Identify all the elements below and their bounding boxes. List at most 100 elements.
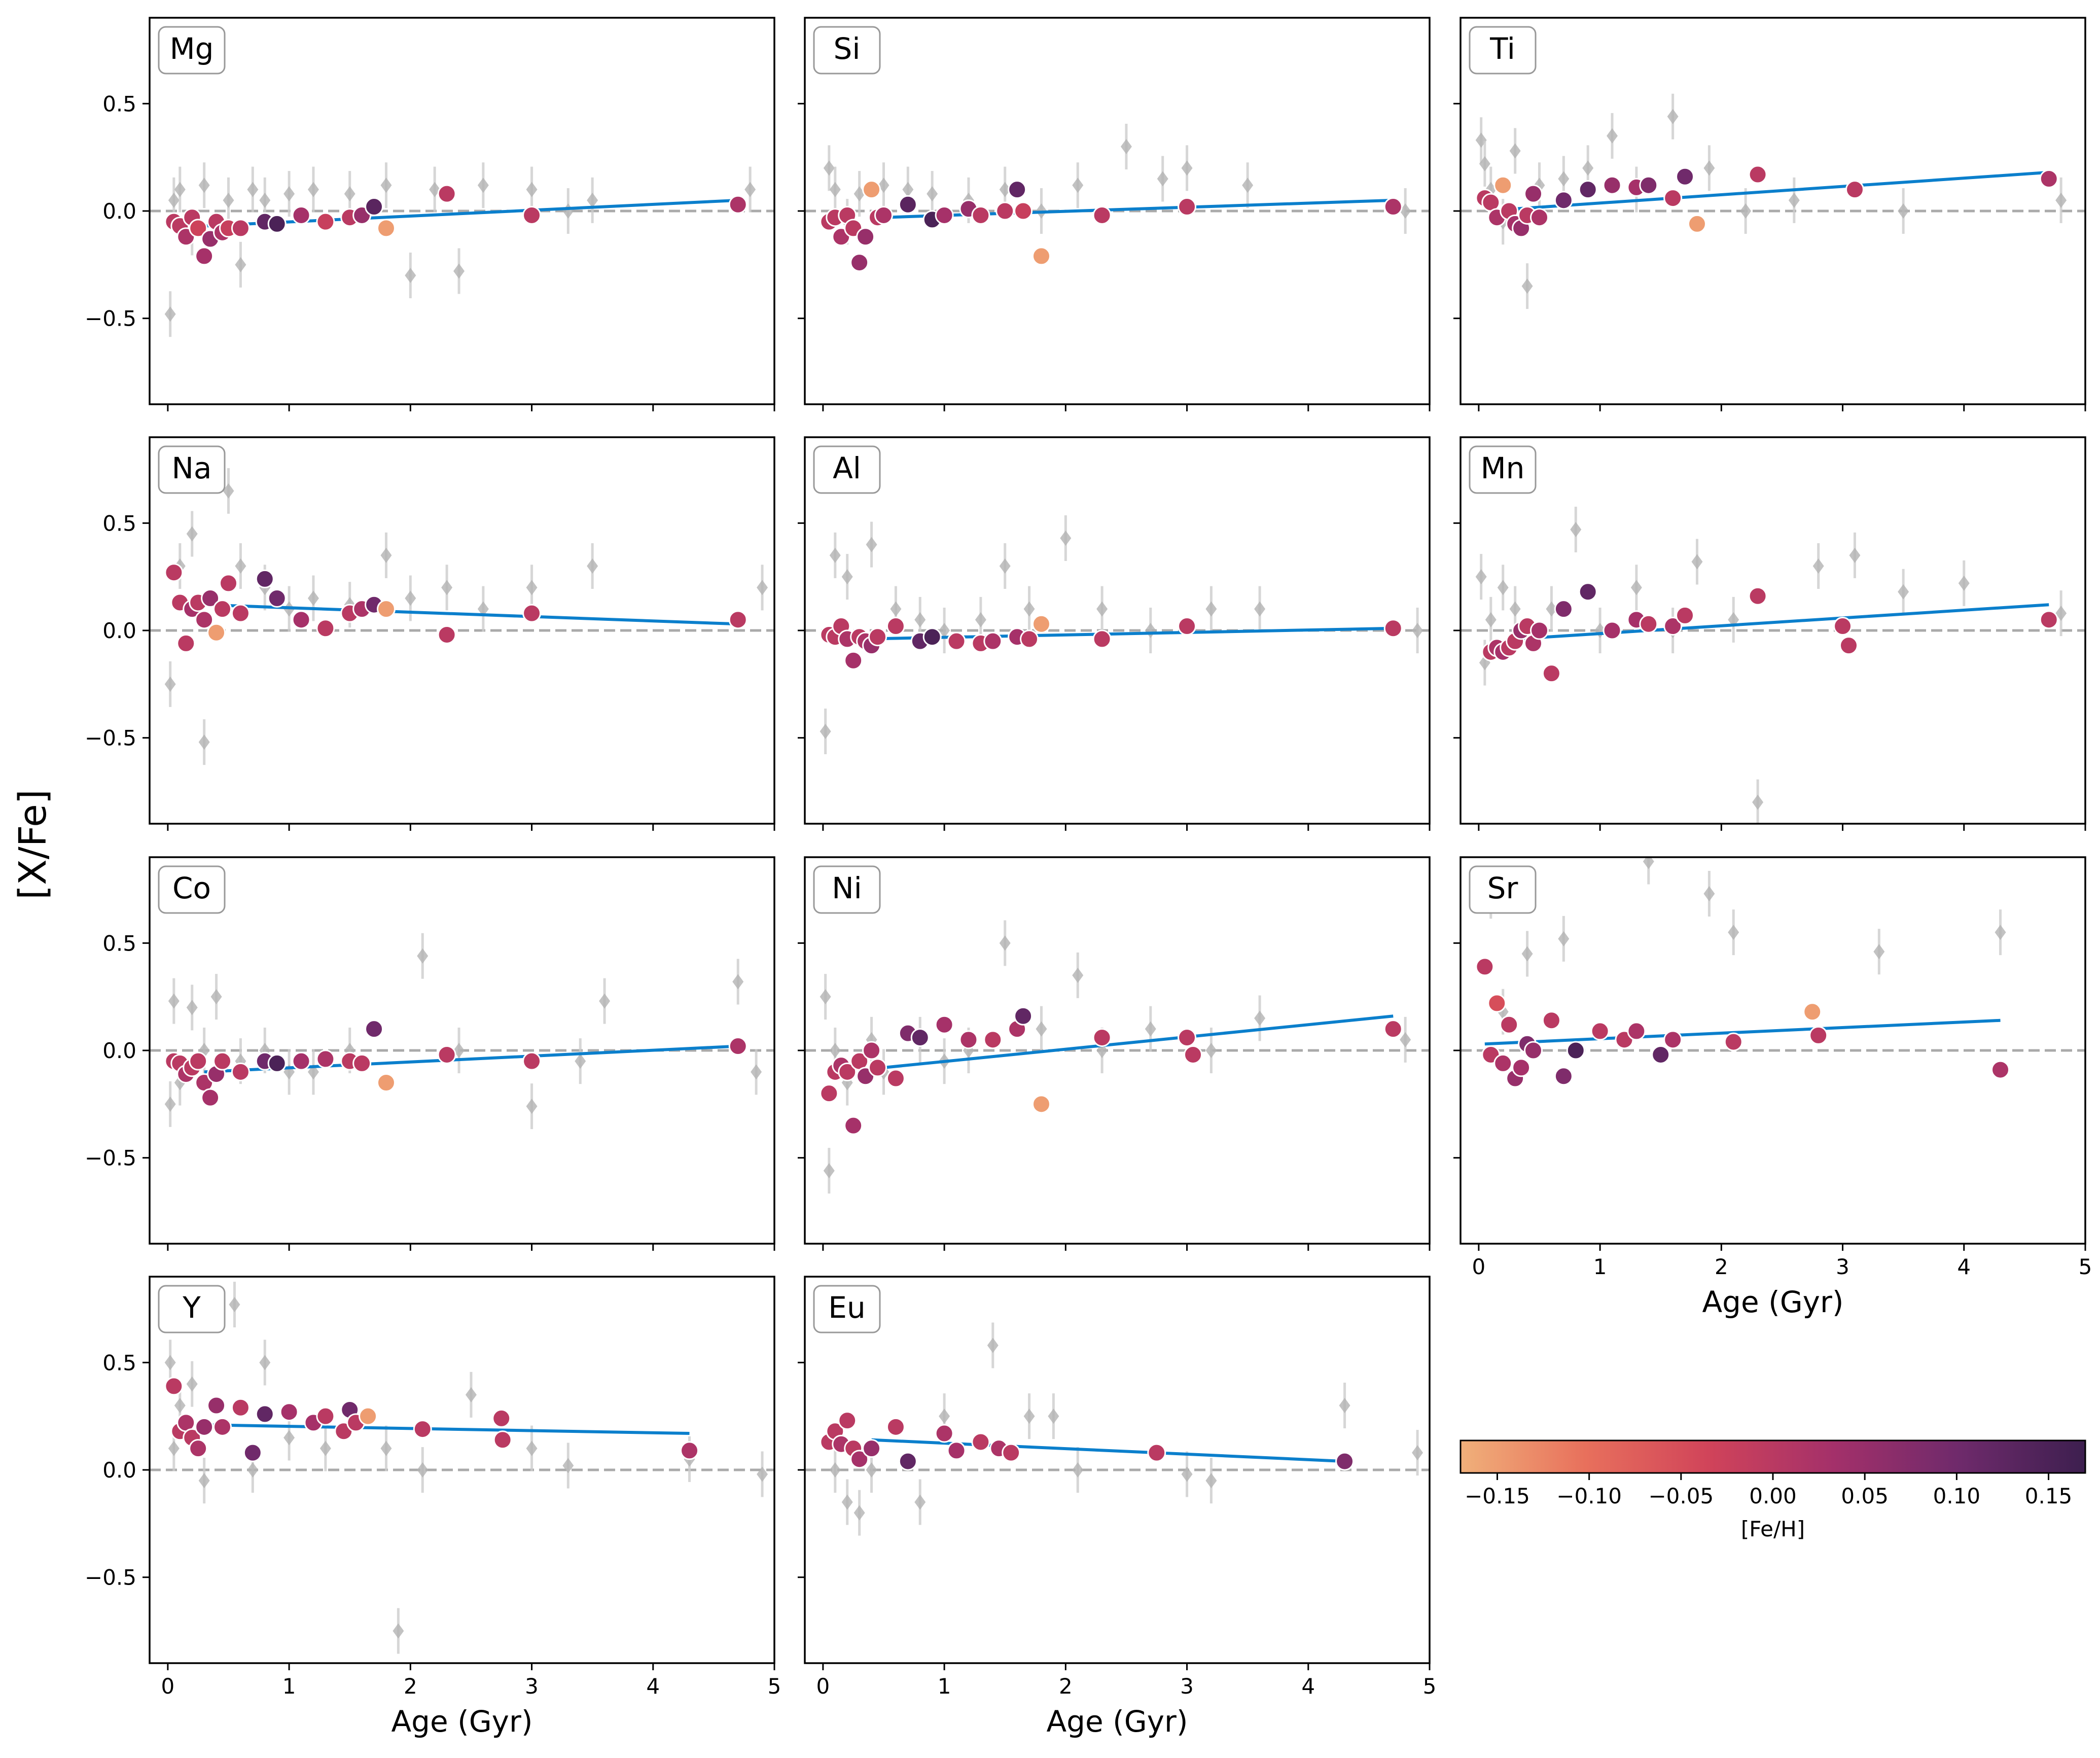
reference-point [477,601,489,617]
panel-title: Al [833,451,861,485]
data-point [1020,629,1039,649]
panel-ni: Ni [798,856,1431,1251]
data-point [522,1051,542,1071]
reference-point [319,1440,331,1456]
reference-point [1036,1021,1047,1037]
reference-point [1558,931,1570,946]
title-frame [813,1285,881,1333]
reference-point [1120,139,1132,154]
reference-point [820,989,831,1005]
data-point [1529,208,1549,227]
reference-point [1509,601,1521,617]
data-point [1002,1443,1021,1462]
panel-title-box: Ti [1469,26,1537,75]
data-point [856,227,875,247]
colorbar-label: [Fe/H] [1741,1517,1805,1541]
data-point [1092,1028,1112,1047]
data-point [1031,614,1051,634]
reference-point [168,993,180,1009]
reference-point [841,569,853,585]
data-point [935,1424,954,1443]
data-point [376,1073,396,1092]
data-point [1991,1060,2010,1079]
reference-point [757,1466,768,1482]
panel-title: Sr [1487,871,1518,905]
data-point [947,1441,966,1460]
title-frame [1469,865,1537,914]
x-tick-label: 0 [161,1674,175,1699]
y-tick-label: 0.5 [102,1350,136,1375]
data-point [1335,1452,1355,1471]
panel-title: Y [182,1290,201,1325]
reference-point [1521,278,1533,294]
data-point [2039,169,2058,188]
data-point [1014,1006,1033,1026]
reference-point [477,178,489,193]
data-point [1554,600,1573,619]
x-tick-label: 4 [1301,1674,1315,1699]
x-tick-label: 3 [525,1674,539,1699]
reference-point [1181,1466,1193,1482]
reference-point [1703,160,1715,176]
plot-area [805,124,1430,272]
reference-point [344,186,355,202]
x-tick-label: 3 [1836,1254,1849,1279]
data-point [1676,606,1695,625]
colorbar-tick-label: −0.10 [1556,1484,1622,1508]
reference-point [283,186,295,202]
reference-point [999,558,1011,574]
reference-point [1400,1032,1411,1047]
reference-point [186,526,198,542]
reference-point [2055,192,2067,208]
reference-point [902,182,914,197]
data-point [1092,629,1112,649]
y-tick-label: −0.5 [85,726,136,751]
panel-title: Mg [170,31,214,66]
colorbar-gradient [1461,1440,2085,1473]
y-tick-label: −0.5 [85,306,136,331]
data-point [680,1441,699,1460]
panel-title-box: Eu [813,1285,881,1333]
data-point [1493,1053,1513,1073]
data-point [292,610,311,629]
title-frame [813,26,881,75]
data-point [201,1088,220,1107]
reference-point [732,974,744,990]
trend-line [871,1438,1345,1463]
reference-point [417,1462,429,1478]
reference-point [186,1000,198,1015]
trend-line [1484,1018,2001,1046]
data-point [850,1450,869,1469]
data-point [844,1116,863,1135]
data-point [1839,636,1859,655]
reference-point [820,723,831,739]
reference-point [1254,1010,1266,1026]
plot-area [1461,857,2085,1088]
data-point [255,569,274,588]
reference-point [223,483,234,499]
y-tick-label: 0.0 [102,618,136,643]
trend-line [883,1014,1394,1069]
plot-area [1461,507,2085,824]
reference-point [441,580,453,595]
data-point [522,205,542,225]
panel-sr: Sr 0 1 2 3 4 5 Age (Gyr) [1453,856,2092,1319]
reference-point [259,1355,271,1370]
data-point [1578,180,1597,199]
data-point [971,1432,990,1452]
data-point [189,219,208,238]
reference-point [283,1430,295,1446]
x-axis-label: Age (Gyr) [391,1704,533,1739]
data-point [231,1398,250,1417]
data-point [522,604,542,623]
data-point [820,1084,839,1103]
trend-line [204,1423,690,1435]
x-axis-label: Age (Gyr) [1047,1704,1188,1739]
reference-point [1475,569,1487,585]
reference-point [1485,612,1497,627]
data-point [231,1062,250,1081]
data-point [1383,197,1403,217]
reference-point [1546,601,1557,617]
data-point [1603,175,1622,195]
reference-point [1205,1043,1217,1058]
